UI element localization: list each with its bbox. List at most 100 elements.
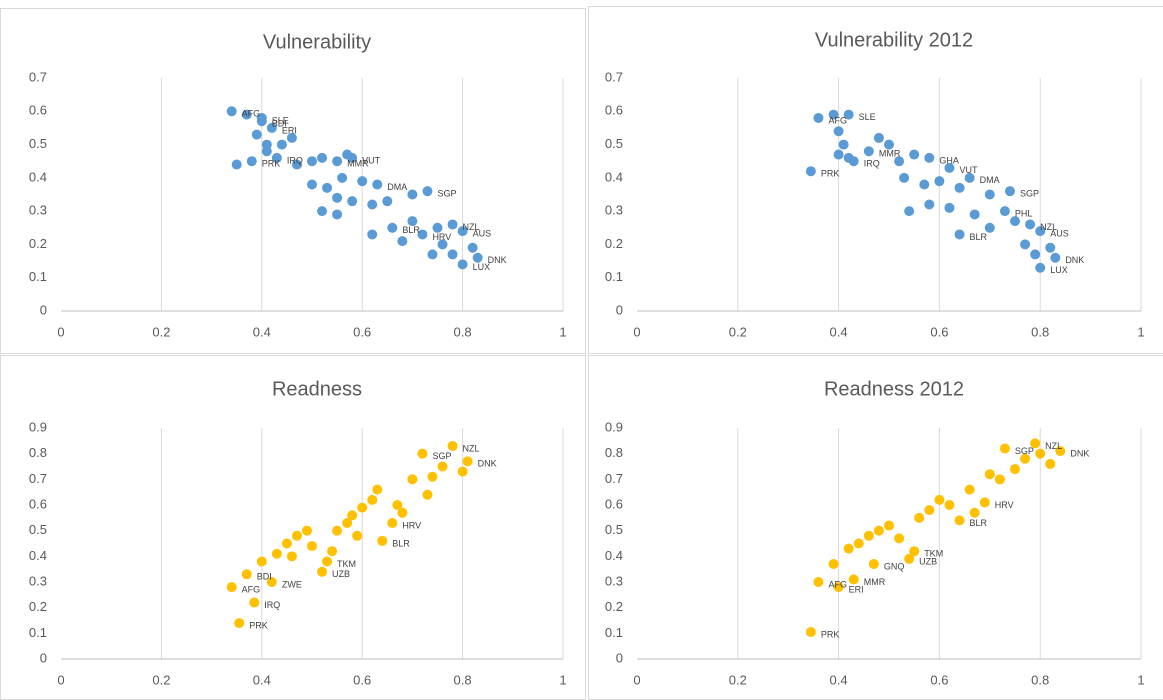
data-point — [372, 484, 383, 495]
data-point — [999, 206, 1010, 217]
data-point — [281, 538, 292, 549]
data-point — [286, 132, 297, 143]
data-point — [249, 597, 260, 608]
point-label: ZWE — [282, 579, 302, 589]
point-label: MMR — [864, 577, 886, 587]
data-point — [984, 189, 995, 200]
data-point — [984, 469, 995, 480]
data-point — [954, 182, 965, 193]
data-point — [332, 209, 343, 220]
point-label: BLR — [970, 518, 988, 528]
data-point — [1020, 453, 1031, 464]
data-point — [833, 126, 844, 137]
x-tick-label: 0 — [57, 672, 64, 687]
y-tick-label: 0.3 — [605, 203, 623, 218]
point-label: PRK — [821, 169, 840, 179]
point-label: AUS — [473, 228, 492, 238]
data-point — [924, 199, 935, 210]
data-point — [317, 206, 328, 217]
data-point — [1045, 458, 1056, 469]
data-point — [307, 541, 317, 552]
x-tick-label: 0.6 — [353, 672, 371, 687]
data-point — [873, 132, 884, 143]
data-point — [1004, 186, 1015, 197]
y-tick-label: 0.4 — [605, 169, 623, 184]
data-point — [256, 556, 267, 567]
data-point — [286, 551, 297, 562]
x-tick-label: 0.2 — [729, 324, 747, 339]
data-point — [392, 500, 403, 510]
point-label: PHL — [1015, 209, 1033, 219]
point-label: AFG — [828, 115, 847, 125]
point-label: IRQ — [864, 159, 880, 169]
y-tick-label: 0.1 — [29, 269, 47, 284]
data-point — [833, 149, 844, 160]
chart-panel: Readness 0 0.2 0.4 0.6 0.8 1 0 0.1 0.2 0.3 0.4 0.5 0.… — [0, 355, 586, 700]
point-label: DNK — [1070, 448, 1089, 458]
data-point — [241, 569, 252, 580]
data-point — [437, 461, 448, 472]
point-label: LUX — [473, 262, 491, 272]
data-point — [241, 109, 252, 120]
x-tick-label: 0.6 — [930, 672, 948, 687]
data-point — [1035, 448, 1046, 459]
data-point — [944, 500, 955, 510]
data-point — [332, 525, 343, 536]
point-label: UZB — [919, 556, 937, 566]
point-label: MMR — [347, 159, 369, 169]
data-point — [863, 530, 874, 541]
data-point — [1010, 464, 1020, 475]
y-tick-label: 0.7 — [605, 471, 623, 486]
y-tick-label: 0.2 — [605, 599, 623, 614]
data-point — [805, 166, 816, 177]
point-label: TKM — [337, 559, 356, 569]
y-tick-label: 0.3 — [29, 573, 47, 588]
x-tick-label: 0.8 — [454, 672, 472, 687]
data-point — [327, 546, 338, 557]
data-point — [457, 259, 468, 270]
data-point — [276, 139, 287, 150]
data-point — [291, 530, 302, 541]
point-label: VUT — [362, 155, 381, 165]
y-tick-label: 0.1 — [605, 269, 623, 284]
data-point — [843, 543, 854, 554]
y-tick-label: 0.4 — [29, 548, 47, 563]
data-point — [944, 202, 955, 213]
data-point — [884, 520, 894, 531]
point-label: HRV — [995, 500, 1014, 510]
point-label: BLR — [392, 538, 410, 548]
data-point — [407, 474, 418, 485]
point-label: NZL — [463, 222, 480, 232]
data-point — [805, 627, 816, 638]
point-label: AFG — [242, 585, 261, 595]
data-point — [848, 574, 859, 585]
data-point — [904, 553, 915, 564]
chart-panel: Vulnerability 0 0.2 0.4 0.6 0.8 1 0 0.1 0.2 0.3 0.4… — [0, 8, 586, 354]
point-label: PRK — [262, 159, 281, 169]
data-point — [994, 474, 1005, 485]
x-tick-label: 0.2 — [152, 324, 170, 339]
point-label: DNK — [1065, 255, 1084, 265]
data-point — [266, 577, 277, 587]
data-point — [863, 146, 874, 157]
chart-title: Vulnerability 2012 — [815, 29, 973, 51]
data-point — [924, 505, 935, 516]
data-point — [422, 186, 433, 197]
data-point — [457, 226, 468, 237]
point-label: SGP — [437, 189, 456, 199]
data-point — [457, 466, 468, 477]
data-point — [969, 209, 980, 220]
data-point — [417, 448, 428, 459]
x-tick-label: 1 — [559, 672, 566, 687]
data-point — [417, 229, 428, 240]
point-label: GHA — [939, 155, 959, 165]
data-point — [853, 538, 864, 549]
point-label: SGP — [1020, 189, 1039, 199]
data-point — [226, 106, 237, 117]
point-label: BLR — [970, 232, 988, 242]
x-tick-label: 0.4 — [253, 324, 271, 339]
data-point — [437, 239, 448, 250]
data-point — [884, 139, 894, 150]
data-point — [367, 229, 378, 240]
